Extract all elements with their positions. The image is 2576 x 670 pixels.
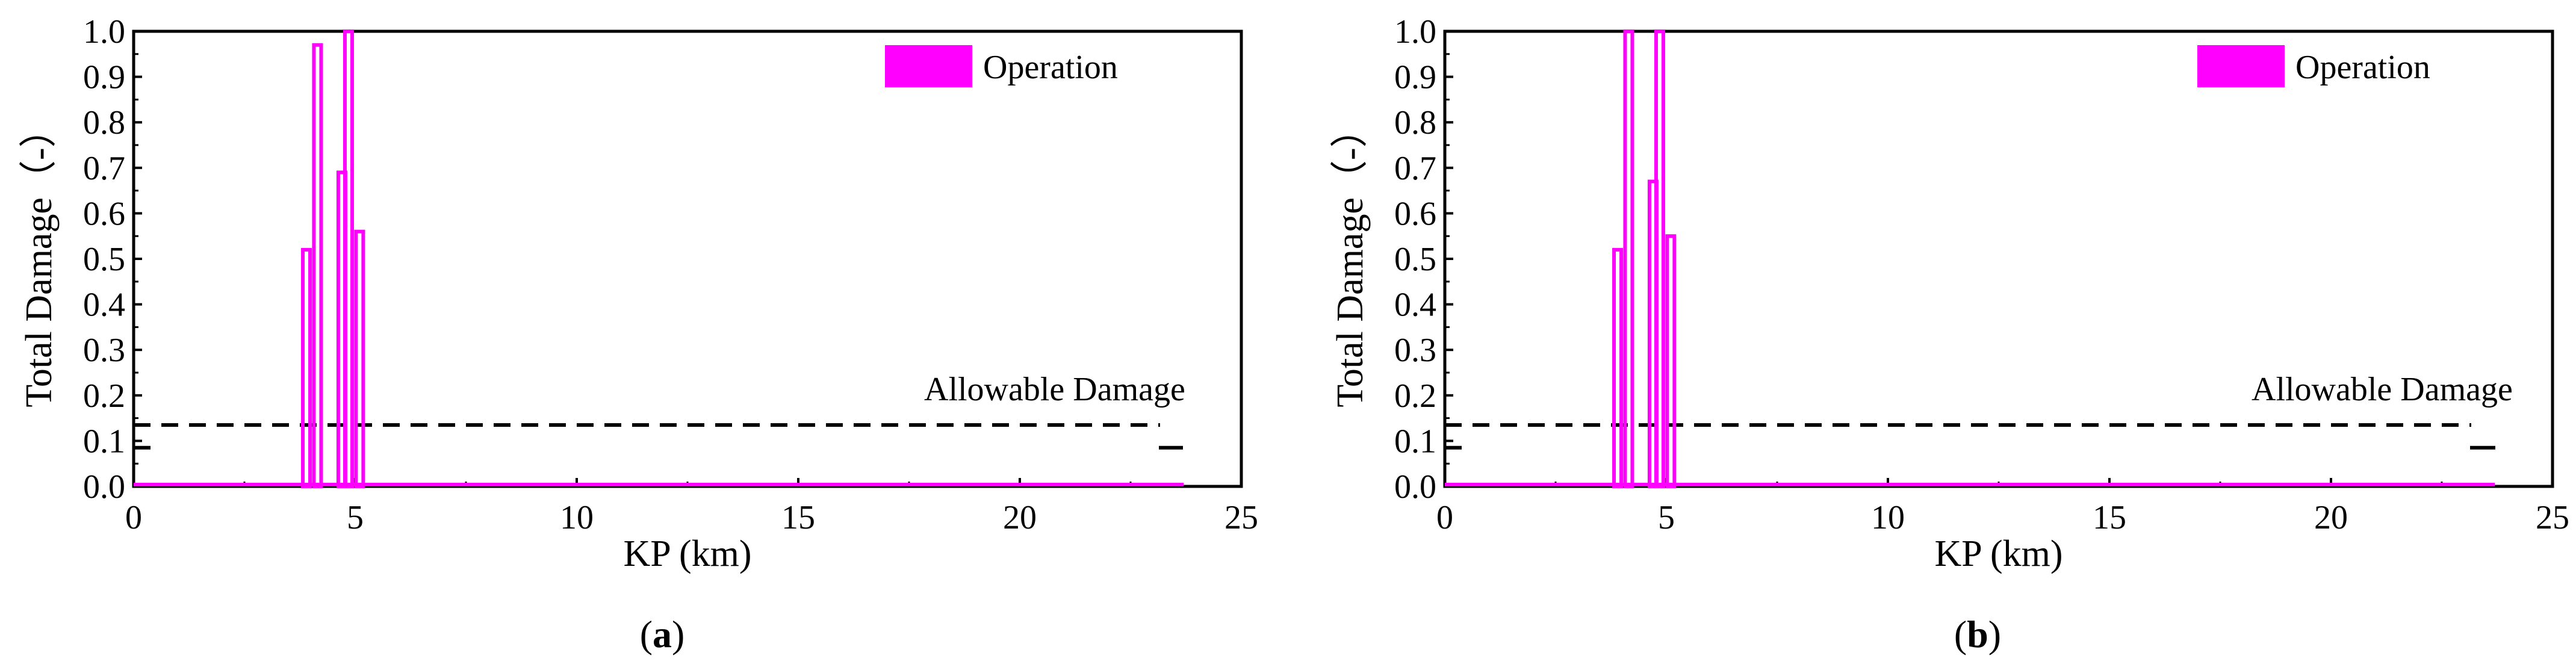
damage-spike <box>354 229 365 488</box>
y-axis-title: Total Damage（-） <box>1330 110 1371 407</box>
legend-label: Operation <box>983 49 1118 86</box>
damage-spike <box>301 247 312 488</box>
damage-spike <box>343 29 354 488</box>
damage-spike <box>1665 234 1677 488</box>
y-tick-label: 0.8 <box>1394 104 1436 141</box>
plot-frame <box>1443 29 2554 488</box>
legend-label: Operation <box>2295 49 2430 86</box>
legend-swatch <box>885 45 972 87</box>
x-tick-label: 0 <box>1436 499 1453 536</box>
x-tick-label: 15 <box>781 499 815 536</box>
y-axis-title: Total Damage（-） <box>19 110 60 407</box>
x-tick-label: 5 <box>347 499 364 536</box>
x-tick-label: 0 <box>125 499 142 536</box>
x-tick-label: 5 <box>1658 499 1675 536</box>
x-tick-label: 20 <box>2314 499 2348 536</box>
x-axis-title: KP (km) <box>624 533 752 574</box>
y-tick-label: 1.0 <box>83 13 125 51</box>
y-tick-label: 0.5 <box>1394 241 1436 278</box>
damage-spike <box>312 43 323 489</box>
y-tick-label: 0.6 <box>1394 195 1436 232</box>
panel-label: (b) <box>1954 613 2001 656</box>
y-tick-label: 0.3 <box>1394 332 1436 369</box>
x-tick-label: 10 <box>1871 499 1905 536</box>
y-tick-label: 0.7 <box>83 150 125 187</box>
x-tick-label: 25 <box>2536 499 2569 536</box>
y-tick-label: 0.3 <box>83 332 125 369</box>
y-tick-label: 0.9 <box>1394 59 1436 96</box>
y-tick-label: 0.1 <box>83 423 125 460</box>
y-tick-label: 0.2 <box>83 377 125 415</box>
y-tick-label: 0.8 <box>83 104 125 141</box>
y-tick-label: 0.0 <box>1394 468 1436 506</box>
panel-label-close: ) <box>1988 613 2001 656</box>
allowable-damage-label: Allowable Damage <box>924 371 1185 408</box>
panel-label: (a) <box>640 613 685 656</box>
x-tick-label: 10 <box>560 499 594 536</box>
y-tick-label: 0.4 <box>1394 287 1436 324</box>
y-tick-label: 0.1 <box>1394 423 1436 460</box>
damage-spike <box>1612 247 1624 488</box>
x-tick-label: 15 <box>2093 499 2126 536</box>
chart-panel-a: 0.0 0.1 0.2 0.3 0.4 0.5 0.6 0.7 0.8 0.9 1.0 0 5 10 15 2… <box>19 13 1258 656</box>
y-tick-label: 0.6 <box>83 195 125 232</box>
panel-label-close: ) <box>672 613 684 656</box>
x-axis-title: KP (km) <box>1935 533 2063 574</box>
allowable-damage-label: Allowable Damage <box>2252 371 2513 408</box>
x-tick-label: 20 <box>1003 499 1037 536</box>
y-tick-label: 0.5 <box>83 241 125 278</box>
panel-label-open: ( <box>1954 613 1967 656</box>
damage-spike <box>1654 29 1665 488</box>
panel-label-letter: a <box>653 613 672 656</box>
y-tick-label: 0.0 <box>83 468 125 506</box>
y-tick-label: 0.7 <box>1394 150 1436 187</box>
panel-label-open: ( <box>640 613 653 656</box>
chart-panel-b: 0.0 0.1 0.2 0.3 0.4 0.5 0.6 0.7 0.8 0.9 1.0 0 5 10 15 2… <box>1330 13 2569 656</box>
legend-swatch <box>2197 45 2285 87</box>
y-tick-label: 1.0 <box>1394 13 1436 51</box>
x-tick-label: 25 <box>1224 499 1258 536</box>
damage-spike <box>1623 29 1634 488</box>
y-tick-label: 0.9 <box>83 59 125 96</box>
panel-label-letter: b <box>1967 613 1988 656</box>
y-tick-label: 0.4 <box>83 287 125 324</box>
plot-frame <box>132 29 1243 488</box>
y-tick-label: 0.2 <box>1394 377 1436 415</box>
